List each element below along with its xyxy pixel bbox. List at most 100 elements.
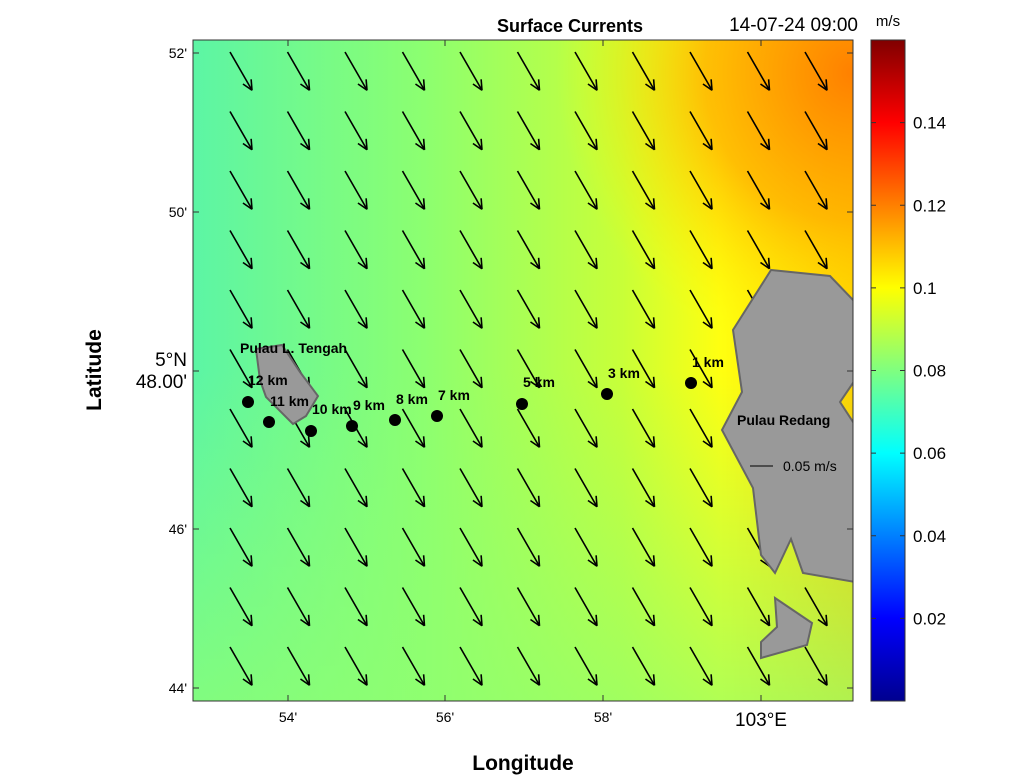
current-arrow — [804, 111, 828, 151]
current-arrow — [229, 51, 253, 91]
current-arrow — [631, 646, 656, 686]
station-marker[interactable] — [516, 398, 528, 410]
station-markers: 12 km 11 km 10 km 9 km 8 km 7 km 5 km 3 km 1 km — [242, 354, 724, 437]
current-arrow — [344, 527, 368, 567]
current-arrow — [631, 349, 656, 389]
current-arrow — [286, 468, 311, 508]
current-arrow — [689, 646, 713, 686]
current-arrow — [804, 587, 828, 627]
station-marker[interactable] — [263, 416, 275, 428]
colorbar-tick-label: 0.14 — [913, 114, 946, 133]
x-tick-103e: 103°E — [735, 710, 787, 731]
current-arrow — [804, 170, 828, 210]
y-tick-52: 52' — [169, 45, 187, 61]
current-arrow — [459, 289, 483, 329]
colorbar-tick-label: 0.02 — [913, 609, 946, 628]
current-arrow — [689, 111, 713, 151]
current-arrow — [229, 408, 253, 448]
current-arrow — [516, 289, 541, 329]
station-9-km[interactable]: 9 km — [346, 397, 385, 432]
y-tick-48: 5°N 48.00' — [136, 350, 187, 393]
plot-title: Surface Currents — [497, 16, 643, 36]
current-arrow — [286, 230, 311, 270]
y-tick-44: 44' — [169, 680, 187, 696]
station-marker[interactable] — [389, 414, 401, 426]
station-12-km[interactable]: 12 km — [242, 372, 288, 408]
station-8-km[interactable]: 8 km — [389, 391, 428, 426]
current-arrow — [286, 170, 311, 210]
station-7-km[interactable]: 7 km — [431, 387, 470, 422]
current-arrow — [689, 230, 713, 270]
current-arrow — [574, 170, 598, 210]
current-arrow — [403, 707, 425, 745]
current-arrow — [631, 527, 656, 567]
station-marker[interactable] — [305, 425, 317, 437]
current-arrow — [516, 111, 541, 151]
current-arrow — [574, 408, 598, 448]
station-5-km[interactable]: 5 km — [516, 374, 555, 410]
station-3-km[interactable]: 3 km — [601, 365, 640, 400]
current-arrow — [286, 111, 311, 151]
current-arrow — [690, 707, 712, 745]
island-pulau-redang — [720, 268, 853, 583]
colorbar-ticks: 0.02 0.04 0.06 0.08 0.1 0.12 0.14 — [871, 114, 946, 628]
current-arrow — [633, 707, 655, 745]
current-arrow — [631, 468, 656, 508]
current-arrow — [631, 587, 656, 627]
colorbar-tick-label: 0.04 — [913, 527, 946, 546]
current-arrow — [286, 289, 311, 329]
station-marker[interactable] — [346, 420, 358, 432]
station-marker[interactable] — [431, 410, 443, 422]
y-axis-label: Latitude — [83, 329, 106, 411]
current-arrow — [516, 587, 541, 627]
x-axis-label: Longitude — [472, 752, 573, 775]
current-arrow — [459, 468, 483, 508]
current-arrow — [230, 707, 252, 745]
reference-vector-label: 0.05 m/s — [783, 458, 837, 474]
current-arrow — [459, 587, 483, 627]
current-arrow — [344, 230, 368, 270]
current-arrow — [459, 646, 483, 686]
current-arrow — [344, 170, 368, 210]
x-tick-56: 56' — [436, 709, 454, 725]
station-marker[interactable] — [242, 396, 254, 408]
station-11-km[interactable]: 11 km — [263, 393, 309, 428]
current-arrow — [574, 230, 598, 270]
x-tick-54: 54' — [279, 709, 297, 725]
current-arrow — [344, 111, 368, 151]
current-arrow — [516, 527, 541, 567]
current-arrow — [401, 51, 426, 91]
station-label: 8 km — [396, 391, 428, 407]
current-arrow — [344, 646, 368, 686]
current-arrow — [459, 408, 483, 448]
station-10-km[interactable]: 10 km — [305, 401, 352, 437]
current-arrow — [516, 51, 541, 91]
station-marker[interactable] — [685, 377, 697, 389]
colorbar-unit: m/s — [876, 13, 900, 30]
station-marker[interactable] — [601, 388, 613, 400]
current-arrow — [401, 468, 426, 508]
current-arrow — [805, 707, 827, 745]
current-arrow — [631, 289, 656, 329]
station-1-km[interactable]: 1 km — [685, 354, 724, 389]
current-arrow — [229, 527, 253, 567]
current-arrow — [804, 230, 828, 270]
current-arrow — [229, 111, 253, 151]
current-arrow — [689, 587, 713, 627]
current-arrow — [401, 408, 426, 448]
current-arrow — [516, 408, 541, 448]
current-arrow — [229, 468, 253, 508]
current-arrow — [459, 51, 483, 91]
current-arrow — [344, 51, 368, 91]
current-arrow — [516, 468, 541, 508]
timestamp: 14-07-24 09:00 — [729, 15, 858, 36]
colorbar-tick-label: 0.12 — [913, 196, 946, 215]
island-small — [760, 596, 814, 660]
current-arrow — [229, 587, 253, 627]
colorbar — [870, 39, 906, 702]
current-arrow — [459, 527, 483, 567]
current-arrow — [401, 527, 426, 567]
current-arrow — [401, 111, 426, 151]
current-arrow — [631, 51, 656, 91]
